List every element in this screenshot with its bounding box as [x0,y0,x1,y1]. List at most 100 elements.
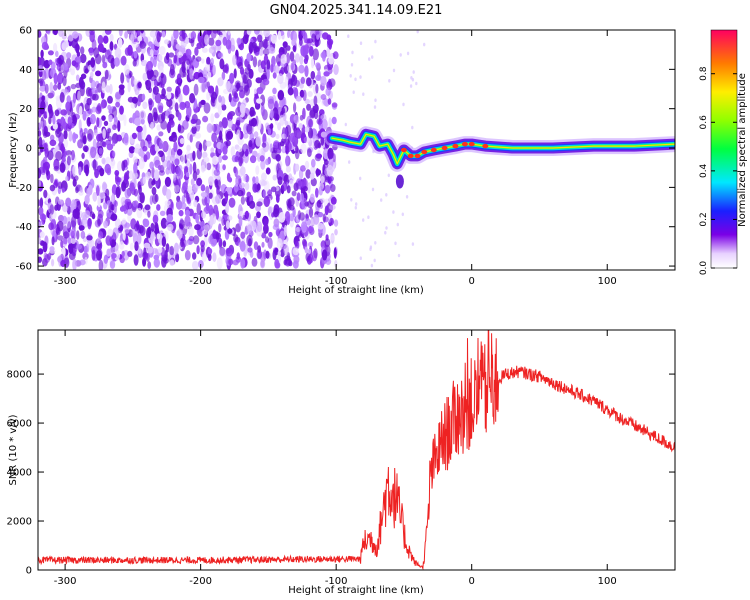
noise-speckle [286,52,291,64]
noise-speckle [292,260,299,269]
noise-speckle [53,42,58,53]
y-tick-label: -40 [16,222,32,233]
noise-speckle [299,55,304,65]
noise-speckle [127,80,131,93]
noise-speckle [256,183,261,191]
noise-speckle [62,75,67,87]
noise-speckle [121,250,125,258]
noise-speckle [325,258,332,265]
x-tick-label: 100 [598,576,617,587]
noise-speckle [208,192,213,199]
snr-xlabel: Height of straight line (km) [288,585,424,596]
noise-speckle [218,237,223,248]
noise-speckle [197,76,205,84]
y-tick-label: 40 [19,65,32,76]
noise-speckle [178,209,184,217]
noise-speckle [315,62,321,69]
noise-speckle [130,102,136,109]
noise-speckle [118,241,125,250]
noise-speckle [164,249,168,262]
spectrogram-xlabel: Height of straight line (km) [288,285,424,296]
noise-speckle [262,189,267,198]
noise-speckle [109,33,114,42]
noise-speckle [66,216,71,229]
noise-speckle [233,68,237,79]
noise-speckle [136,125,143,133]
noise-speckle [362,92,365,96]
noise-speckle [38,248,44,255]
noise-speckle [97,195,101,208]
noise-speckle [184,215,191,227]
noise-speckle [106,248,111,257]
noise-speckle [192,235,200,245]
noise-speckle [184,250,191,261]
noise-speckle [169,259,175,266]
noise-speckle [166,214,174,223]
noise-speckle [238,215,243,227]
noise-speckle [294,240,300,250]
noise-speckle [117,37,123,49]
noise-speckle [70,230,75,238]
noise-speckle [72,165,77,177]
noise-speckle [152,214,159,224]
noise-speckle [117,160,123,172]
noise-speckle [49,213,53,221]
noise-speckle [212,30,219,34]
noise-speckle [115,101,120,108]
noise-speckle [171,131,177,138]
noise-speckle [84,68,89,74]
noise-speckle [318,185,323,196]
signal-hotspot [441,145,448,151]
noise-speckle [191,260,199,270]
noise-speckle [177,169,184,180]
noise-speckle [123,114,127,127]
noise-speckle [401,212,404,217]
noise-speckle [302,107,306,120]
noise-speckle [38,256,42,263]
noise-speckle [210,57,214,67]
noise-speckle [300,143,307,154]
noise-speckle [117,120,121,132]
noise-speckle [286,185,291,194]
noise-speckle [86,187,91,198]
noise-speckle [270,34,277,44]
noise-speckle [43,189,48,199]
noise-speckle [84,210,91,219]
noise-speckle [214,112,220,119]
noise-speckle [166,86,172,93]
noise-speckle [240,196,245,205]
noise-speckle [314,37,321,47]
noise-speckle [64,89,69,95]
noise-speckle [186,144,191,152]
noise-speckle [166,98,173,108]
noise-speckle [72,132,77,144]
noise-speckle [263,218,269,228]
noise-speckle [114,91,122,100]
noise-speckle [225,140,231,147]
noise-speckle [138,157,145,170]
noise-speckle [207,253,212,262]
noise-speckle [162,140,169,153]
noise-speckle [152,107,158,119]
noise-speckle [124,226,130,234]
noise-speckle [368,57,371,61]
noise-speckle [156,124,161,131]
noise-speckle [256,87,264,95]
noise-speckle [140,30,144,34]
noise-speckle [101,115,106,121]
noise-speckle [207,85,215,94]
noise-speckle [246,124,253,135]
noise-speckle [322,32,329,40]
noise-speckle [242,133,249,139]
x-tick-label: -100 [325,276,348,287]
signal-hotspot [461,141,468,147]
noise-speckle [277,61,281,67]
noise-speckle [164,200,171,206]
noise-speckle [349,74,352,78]
noise-speckle [315,187,319,198]
noise-speckle [268,231,273,238]
noise-speckle [205,140,212,147]
noise-speckle [405,195,409,199]
noise-speckle [157,165,162,171]
noise-speckle [272,249,277,261]
